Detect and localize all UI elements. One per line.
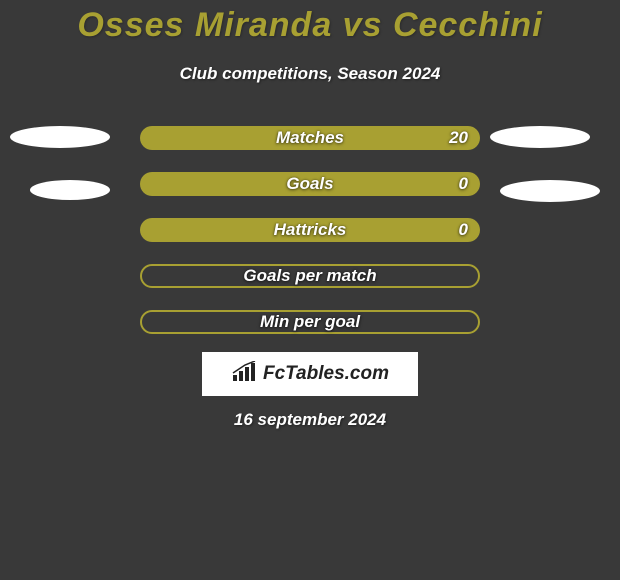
- page-title: Osses Miranda vs Cecchini: [0, 6, 620, 45]
- stat-value: 0: [459, 174, 468, 194]
- stat-value: 0: [459, 220, 468, 240]
- stat-label: Matches: [140, 128, 480, 148]
- subtitle: Club competitions, Season 2024: [0, 64, 620, 84]
- brand-text: FcTables.com: [263, 363, 389, 385]
- stat-label: Hattricks: [140, 220, 480, 240]
- stat-row-goals-per-match: Goals per match: [140, 264, 480, 288]
- stat-value: 20: [449, 128, 468, 148]
- bar-chart-icon: [231, 361, 257, 388]
- stat-row-min-per-goal: Min per goal: [140, 310, 480, 334]
- stat-label: Goals per match: [140, 266, 480, 286]
- avatar-placeholder-right-1: [490, 126, 590, 148]
- stat-row-goals: Goals 0: [140, 172, 480, 196]
- stat-row-hattricks: Hattricks 0: [140, 218, 480, 242]
- infographic-canvas: Osses Miranda vs Cecchini Club competiti…: [0, 0, 620, 580]
- stat-label: Min per goal: [140, 312, 480, 332]
- avatar-placeholder-left-2: [30, 180, 110, 200]
- stat-row-matches: Matches 20: [140, 126, 480, 150]
- avatar-placeholder-left-1: [10, 126, 110, 148]
- stat-label: Goals: [140, 174, 480, 194]
- brand-badge: FcTables.com: [202, 352, 418, 396]
- avatar-placeholder-right-2: [500, 180, 600, 202]
- date-label: 16 september 2024: [0, 410, 620, 430]
